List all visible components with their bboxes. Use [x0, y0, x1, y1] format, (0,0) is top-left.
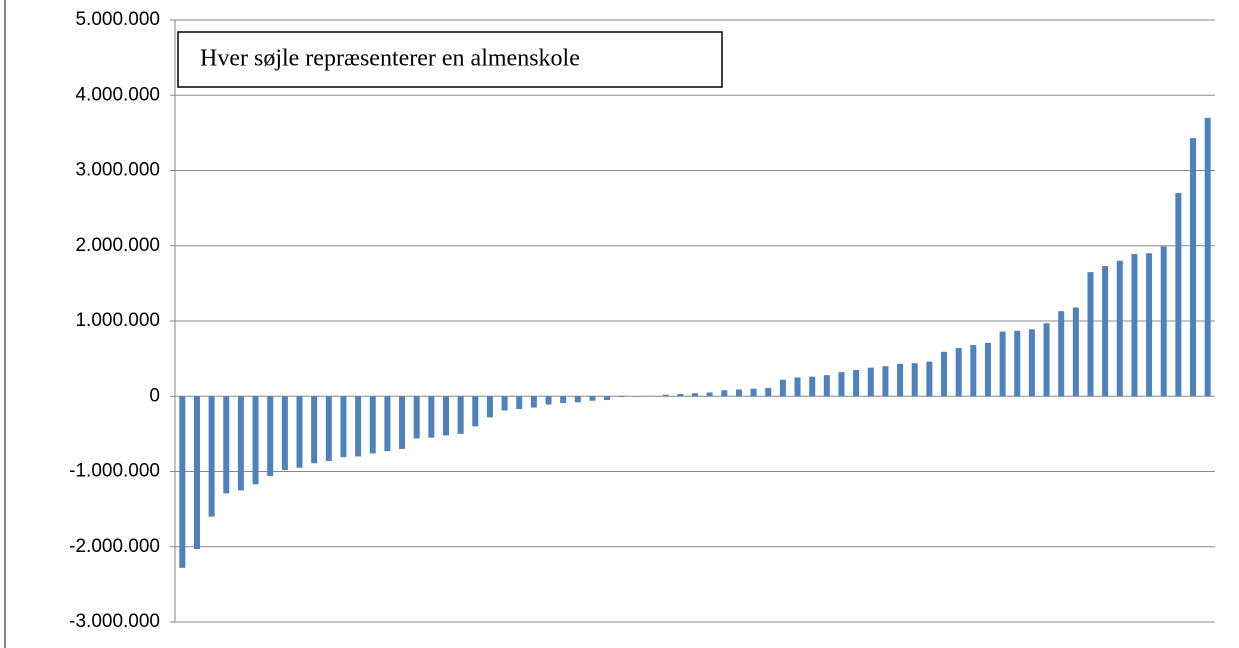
bar: [735, 389, 742, 397]
bar: [897, 363, 904, 397]
bar: [1028, 329, 1035, 397]
bar: [457, 396, 464, 434]
bar: [911, 363, 918, 397]
bar: [442, 396, 449, 436]
bar: [1102, 266, 1109, 397]
bar: [237, 396, 244, 491]
bar: [179, 396, 186, 568]
bar: [193, 396, 200, 550]
bar: [1087, 272, 1094, 397]
y-tick-label: -3.000.000: [69, 611, 160, 632]
bar: [355, 396, 362, 457]
bar: [794, 377, 801, 397]
bar: [1175, 193, 1182, 397]
bar: [823, 375, 830, 397]
bar: [809, 376, 816, 397]
bar: [486, 396, 493, 418]
bar: [545, 396, 552, 405]
y-tick-label: 4.000.000: [75, 84, 160, 105]
bar: [984, 342, 991, 397]
bar: [955, 348, 962, 397]
bar: [1160, 246, 1167, 397]
y-tick-label: -2.000.000: [69, 536, 160, 557]
bar: [941, 351, 948, 397]
bar: [970, 345, 977, 397]
bar: [574, 396, 581, 403]
bar: [252, 396, 259, 485]
bar: [296, 396, 303, 468]
bar: [560, 396, 567, 404]
bar: [311, 396, 318, 464]
bar: [589, 396, 596, 401]
y-tick-label: -1.000.000: [69, 461, 160, 482]
y-tick-label: 2.000.000: [75, 235, 160, 256]
bar: [721, 390, 728, 397]
bar: [706, 392, 713, 397]
bar: [501, 396, 508, 411]
bar: [325, 396, 332, 461]
bar: [530, 396, 537, 408]
bar: [1204, 117, 1211, 397]
bar: [384, 396, 391, 452]
bar: [677, 393, 684, 397]
bar: [853, 369, 860, 397]
annotation-box: [177, 31, 723, 88]
bar: [1058, 311, 1065, 397]
bar: [472, 396, 479, 427]
y-tick-label: 3.000.000: [75, 160, 160, 181]
bar: [281, 396, 288, 470]
bar: [516, 396, 523, 410]
y-tick-label: 1.000.000: [75, 310, 160, 331]
bar: [267, 396, 274, 477]
bar: [1116, 260, 1123, 397]
bar: [399, 396, 406, 449]
bar: [867, 367, 874, 397]
bar: [604, 396, 611, 401]
bar: [765, 387, 772, 397]
bar: [1043, 323, 1050, 397]
bar: [882, 366, 889, 397]
bar: [428, 396, 435, 438]
bar: [1072, 307, 1079, 397]
bar: [1146, 253, 1153, 397]
y-tick-label: 5.000.000: [75, 9, 160, 30]
y-tick-label: 0: [149, 385, 160, 406]
bar: [662, 394, 669, 397]
bar: [413, 396, 420, 439]
bar: [999, 331, 1006, 397]
bar: [340, 396, 347, 458]
bar: [369, 396, 376, 454]
bar: [618, 396, 625, 398]
bar: [223, 396, 230, 494]
bar: [838, 372, 845, 397]
bar: [750, 388, 757, 397]
bar: [1014, 330, 1021, 397]
bar: [1131, 254, 1138, 397]
annotation: Hver søjle repræsenterer en almenskole: [200, 46, 580, 72]
bar: [779, 379, 786, 397]
bar: [208, 396, 215, 517]
bar: [926, 361, 933, 397]
bar: [692, 393, 698, 397]
bar: [1190, 138, 1197, 397]
